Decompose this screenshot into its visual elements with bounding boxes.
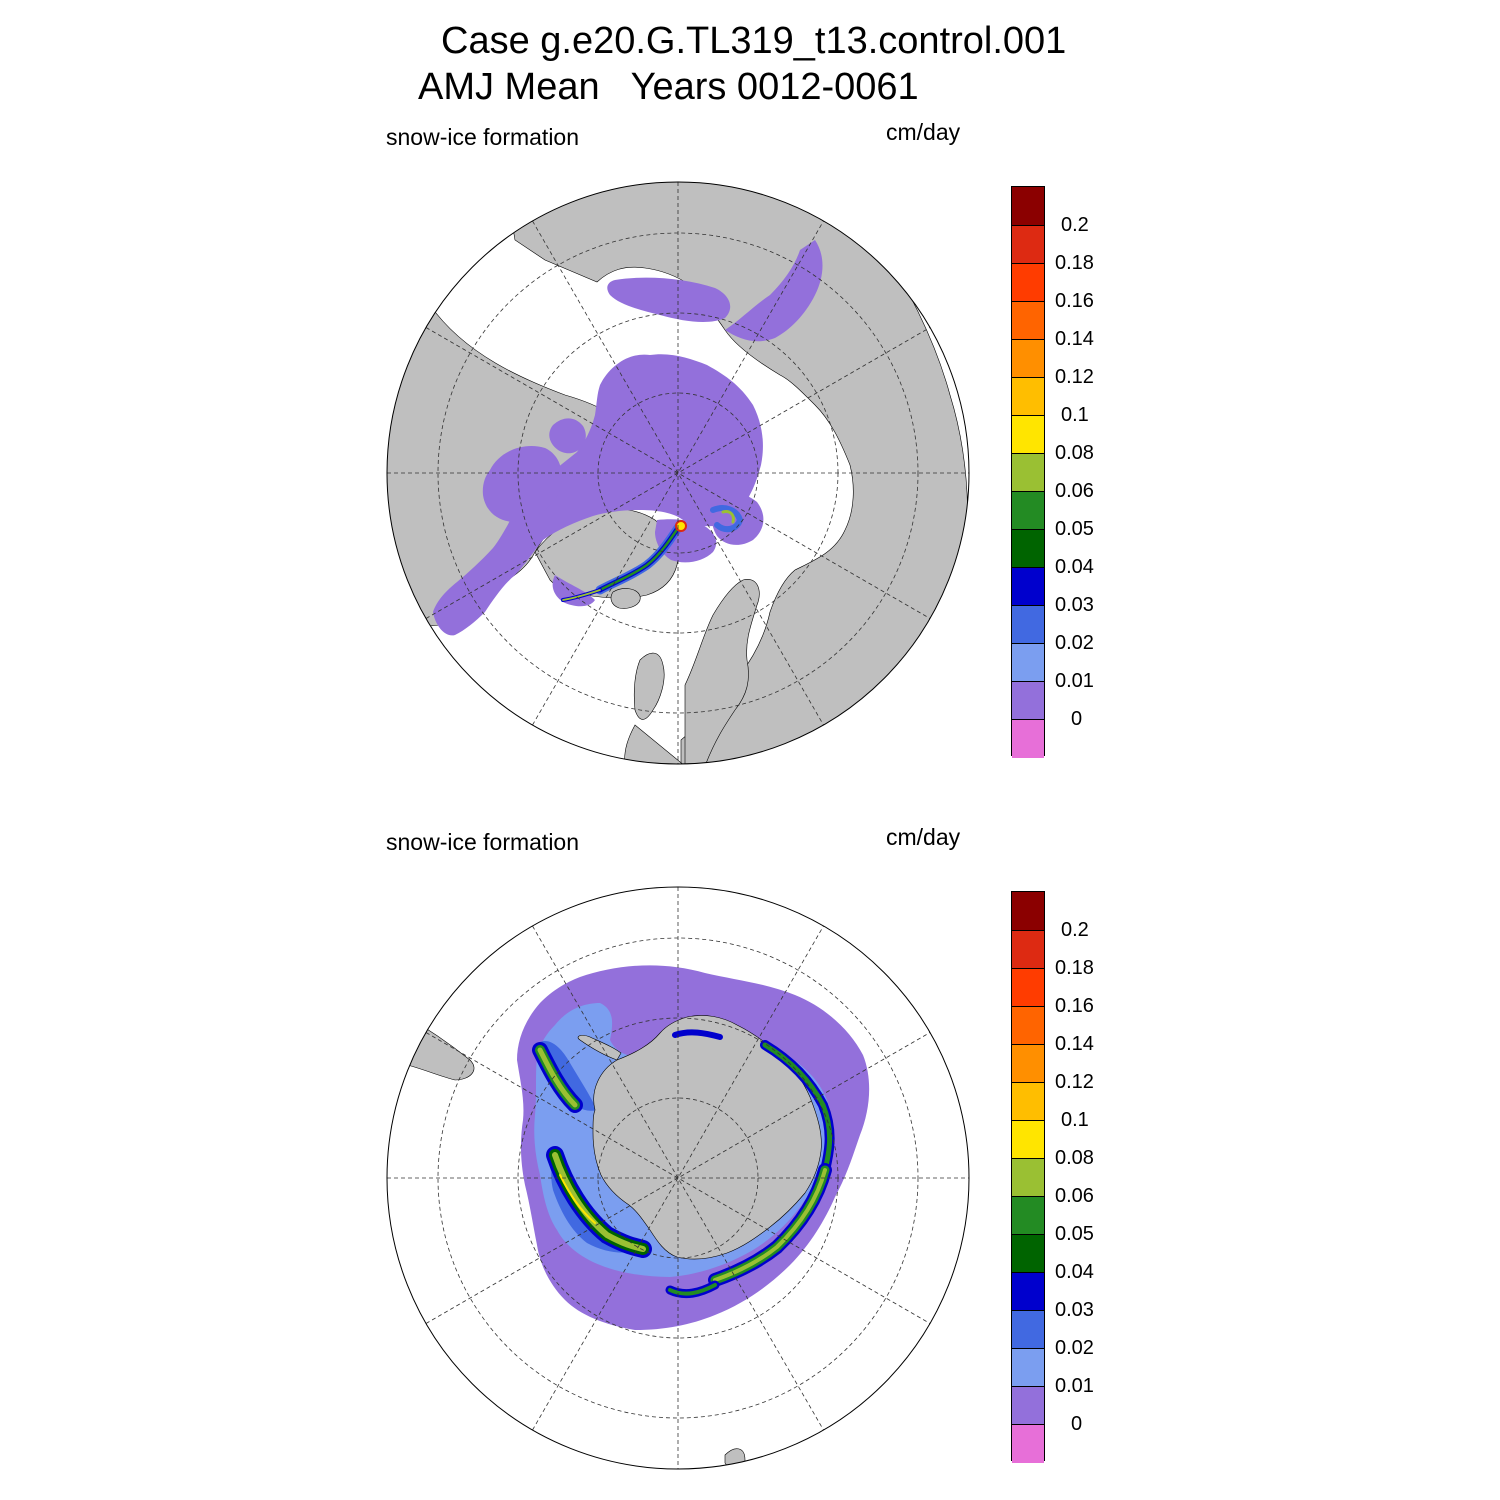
map-boundary [386, 886, 970, 1470]
colorbar-swatch [1012, 1082, 1044, 1121]
figure-title-period: AMJ Mean Years 0012-0061 [418, 66, 919, 108]
ice-greenland-east [655, 519, 717, 563]
colorbar-swatch [1012, 377, 1044, 416]
land-uk-south [624, 724, 686, 764]
colorbar-tick-label: 0.03 [1055, 594, 1094, 616]
colorbar-tick-label: 0.08 [1055, 1147, 1094, 1169]
colorbar-tick-label: 0 [1071, 1413, 1083, 1435]
ice-ross-rim [551, 1155, 640, 1253]
colorbar-tick-label: 0.14 [1055, 328, 1094, 350]
colorbar-swatch [1012, 1424, 1044, 1463]
colorbar-swatch [1012, 968, 1044, 1007]
colorbar-swatch [1012, 1310, 1044, 1349]
map-boundary [386, 181, 970, 765]
colorbar-swatch [1012, 1006, 1044, 1045]
colorbar-swatch [1012, 491, 1044, 530]
colorbar-swatch [1012, 225, 1044, 264]
colorbar-swatch [1012, 567, 1044, 606]
colorbar-tick-label: 0.18 [1055, 252, 1094, 274]
ice-central-arctic [433, 354, 763, 636]
colorbar-tick-label: 0.2 [1061, 919, 1089, 941]
colorbar-swatch [1012, 415, 1044, 454]
colorbar-swatch [1012, 301, 1044, 340]
colorbar-swatch [1012, 529, 1044, 568]
colorbar-swatch [1012, 1234, 1044, 1273]
colorbar-swatch [1012, 605, 1044, 644]
colorbar-tick-label: 0.12 [1055, 1071, 1094, 1093]
land-uk [633, 652, 665, 720]
graticule [387, 182, 969, 764]
colorbar-swatch [1012, 453, 1044, 492]
arctic-polar-map [385, 180, 971, 766]
land-antarctic-peninsula [577, 1035, 622, 1061]
colorbar-tick-label: 0.02 [1055, 632, 1094, 654]
colorbar-swatch [1012, 1348, 1044, 1387]
colorbar-tick-label: 0.01 [1055, 670, 1094, 692]
colorbar-swatch [1012, 1196, 1044, 1235]
colorbar-tick-label: 0.03 [1055, 1299, 1094, 1321]
colorbar-tick-label: 0.04 [1055, 1261, 1094, 1283]
ice-pacific-sector [607, 277, 731, 322]
colorbar-tick-label: 0.06 [1055, 480, 1094, 502]
colorbar-tick-label: 0.05 [1055, 1223, 1094, 1245]
colorbar-swatch [1012, 892, 1044, 930]
colorbar-swatch [1012, 339, 1044, 378]
colorbar-swatch [1012, 187, 1044, 225]
colorbar-tick-label: 0.06 [1055, 1185, 1094, 1207]
ice-hudson-bay [482, 446, 562, 522]
colorbar-tick-label: 0.1 [1061, 1109, 1089, 1131]
colorbar-tick-label: 0.08 [1055, 442, 1094, 464]
land-iceland [610, 588, 641, 609]
high-formation-zone [561, 505, 744, 602]
colorbar-swatch [1012, 1386, 1044, 1425]
antarctic-polar-map [385, 885, 971, 1471]
colorbar-swatch [1012, 643, 1044, 682]
colorbar-swatch [1012, 1158, 1044, 1197]
colorbar-tick-label: 0.14 [1055, 1033, 1094, 1055]
colorbar-swatch [1012, 1272, 1044, 1311]
colorbar: 0.2 0.18 0.16 0.14 0.12 0.1 0.08 0.06 0.05 0.04 0.… [1011, 891, 1151, 1466]
colorbar-tick-label: 0.2 [1061, 214, 1089, 236]
ice-baffin [549, 418, 586, 454]
colorbar-swatches [1011, 891, 1045, 1463]
colorbar-tick-label: 0.02 [1055, 1337, 1094, 1359]
colorbar-swatch [1012, 681, 1044, 720]
colorbar-tick-label: 0.04 [1055, 556, 1094, 578]
colorbar-tick-label: 0.05 [1055, 518, 1094, 540]
colorbar: 0.2 0.18 0.16 0.14 0.12 0.1 0.08 0.06 0.05 0.04 0.… [1011, 186, 1151, 761]
land-scandinavia [684, 579, 760, 764]
colorbar-tick-label: 0.16 [1055, 290, 1094, 312]
variable-label: snow-ice formation [386, 829, 580, 855]
colorbar-tick-label: 0.12 [1055, 366, 1094, 388]
units-label: cm/day [886, 119, 961, 145]
colorbar-swatch [1012, 719, 1044, 758]
units-label: cm/day [886, 824, 961, 850]
colorbar-swatch [1012, 263, 1044, 302]
colorbar-swatches [1011, 186, 1045, 758]
panel-south: snow-ice formation cm/day [0, 705, 1500, 1470]
colorbar-tick-label: 0.01 [1055, 1375, 1094, 1397]
graticule [387, 887, 969, 1469]
colorbar-swatch [1012, 930, 1044, 969]
colorbar-tick-label: 0.1 [1061, 404, 1089, 426]
high-formation-zone [532, 1029, 835, 1299]
colorbar-tick-label: 0.16 [1055, 995, 1094, 1017]
colorbar-tick-label: 0 [1071, 708, 1083, 730]
panel-north: snow-ice formation cm/day [0, 0, 1500, 765]
figure-title-case: Case g.e20.G.TL319_t13.control.001 [441, 20, 1067, 62]
colorbar-swatch [1012, 1044, 1044, 1083]
colorbar-swatch [1012, 1120, 1044, 1159]
variable-label: snow-ice formation [386, 124, 580, 150]
max-formation-spot [675, 520, 687, 532]
colorbar-tick-label: 0.18 [1055, 957, 1094, 979]
